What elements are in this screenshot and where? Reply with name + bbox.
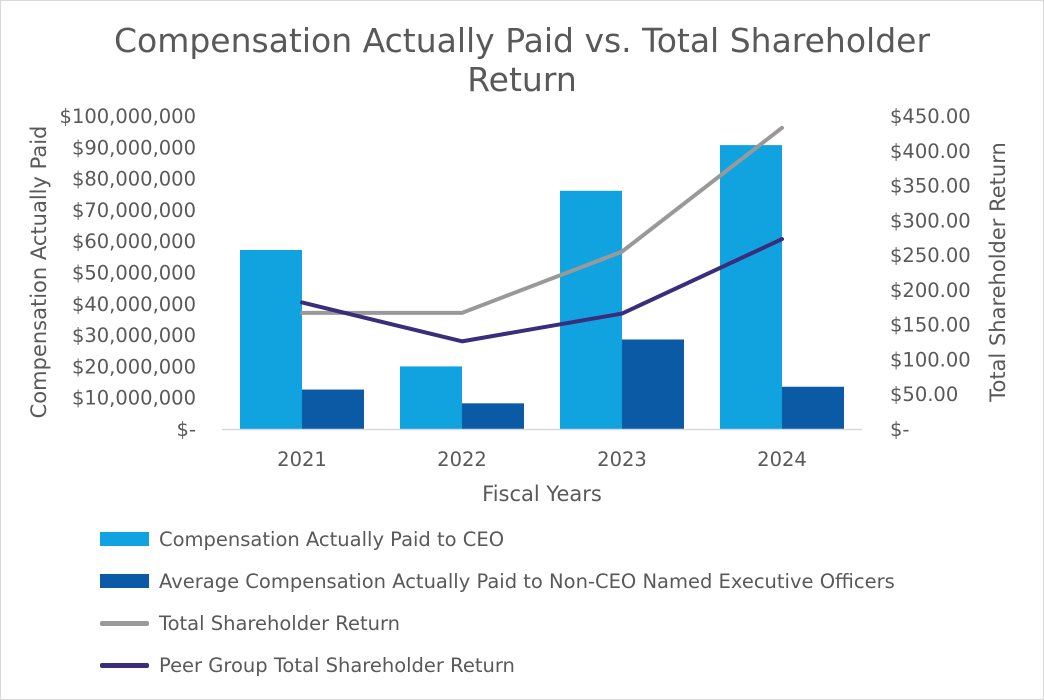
y-tick-label-10000000: $10,000,000 bbox=[72, 387, 196, 410]
y-tick-label-80000000: $80,000,000 bbox=[72, 168, 196, 191]
x-axis: 2021 2022 2023 2024 bbox=[222, 428, 862, 471]
x-tick-label-2021: 2021 bbox=[277, 448, 327, 471]
bar-compensation-actually-pa-2021 bbox=[240, 249, 302, 429]
bar-average-compensation-act-2023 bbox=[622, 339, 684, 429]
y-tick-label-60000000: $60,000,000 bbox=[72, 230, 196, 253]
bar-average-compensation-act-2024 bbox=[782, 386, 844, 429]
y-tick-label-30000000: $30,000,000 bbox=[72, 324, 196, 347]
y-tick-label-100000000: $100,000,000 bbox=[60, 105, 196, 128]
right-axis-ticks: $- $50.00 $100.00 $150.00 $200.00 $250.00 $300… bbox=[890, 105, 971, 441]
y2-tick-label-250: $250.00 bbox=[890, 244, 971, 267]
y2-tick-label-0: $- bbox=[890, 418, 909, 441]
y2-tick-label-400: $400.00 bbox=[890, 140, 971, 163]
line-series bbox=[300, 125, 784, 344]
chart-title-line-2: Return bbox=[467, 60, 577, 99]
line-peer-group-total-shareholder-return bbox=[300, 237, 784, 344]
x-tick-label-2024: 2024 bbox=[757, 448, 807, 471]
x-axis-label: Fiscal Years bbox=[482, 482, 602, 506]
chart-title: Compensation Actually Paid vs. Total Sha… bbox=[114, 21, 930, 99]
bar-compensation-actually-pa-2023 bbox=[560, 190, 622, 429]
bar-compensation-actually-pa-2022 bbox=[400, 366, 462, 429]
y2-tick-label-300: $300.00 bbox=[890, 209, 971, 232]
bar-average-compensation-act-2022 bbox=[462, 403, 524, 429]
chart-title-line-1: Compensation Actually Paid vs. Total Sha… bbox=[114, 21, 930, 60]
y2-tick-label-350: $350.00 bbox=[890, 175, 971, 198]
y-tick-label-90000000: $90,000,000 bbox=[72, 136, 196, 159]
x-tick-label-2022: 2022 bbox=[437, 448, 487, 471]
bar-average-compensation-act-2021 bbox=[302, 389, 364, 429]
y-tick-label-40000000: $40,000,000 bbox=[72, 293, 196, 316]
y2-tick-label-50: $50.00 bbox=[890, 383, 958, 406]
bar-series bbox=[240, 145, 844, 429]
line-total-shareholder-return bbox=[300, 125, 784, 315]
x-tick-label-2023: 2023 bbox=[597, 448, 647, 471]
y2-axis-label: Total Shareholder Return bbox=[986, 142, 1010, 403]
y2-tick-label-450: $450.00 bbox=[890, 105, 971, 128]
y-axis-label: Compensation Actually Paid bbox=[27, 126, 51, 419]
left-axis-ticks: $- $10,000,000 $20,000,000 $30,000,000 $40,0… bbox=[60, 105, 196, 441]
y-tick-label-0: $- bbox=[177, 418, 196, 441]
y2-tick-label-100: $100.00 bbox=[890, 348, 971, 371]
y-tick-label-50000000: $50,000,000 bbox=[72, 262, 196, 285]
bar-compensation-actually-pa-2024 bbox=[720, 145, 782, 429]
y2-tick-label-200: $200.00 bbox=[890, 279, 971, 302]
y2-tick-label-150: $150.00 bbox=[890, 314, 971, 337]
y-tick-label-70000000: $70,000,000 bbox=[72, 199, 196, 222]
y-tick-label-20000000: $20,000,000 bbox=[72, 355, 196, 378]
